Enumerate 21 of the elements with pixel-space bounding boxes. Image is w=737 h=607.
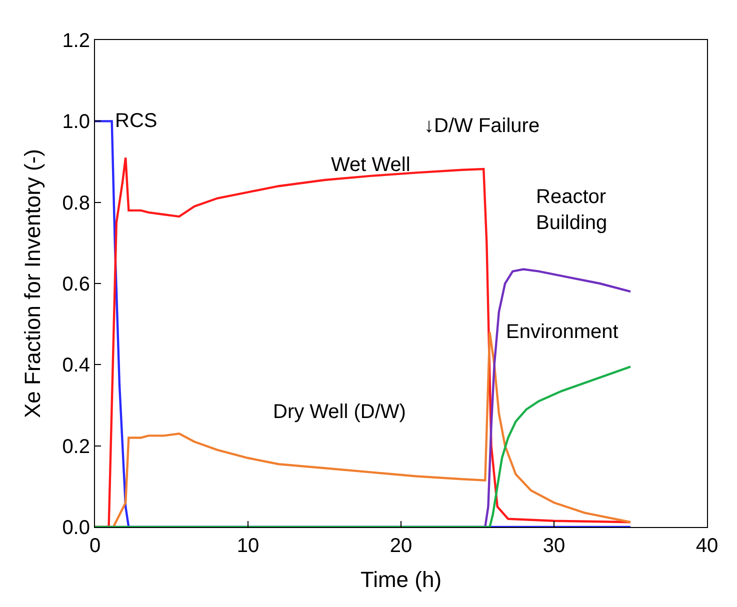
x-tick-label: 30 — [542, 535, 566, 557]
x-tick-label: 20 — [390, 535, 412, 557]
annotation: Environment — [506, 321, 619, 343]
annotation: RCS — [115, 110, 158, 132]
x-tick-label: 10 — [236, 535, 260, 557]
x-tick-label: 40 — [696, 535, 718, 557]
y-tick-label: 0.4 — [62, 354, 90, 377]
x-tick-label: 0 — [89, 535, 101, 557]
annotation: ↓D/W Failure — [424, 115, 540, 137]
annotation: Wet Well — [331, 154, 410, 176]
annotation: Dry Well (D/W) — [273, 401, 406, 423]
y-tick-label: 1.2 — [62, 30, 90, 52]
x-axis-title: Time (h) — [360, 566, 442, 592]
y-tick-label: 0.6 — [62, 274, 90, 296]
y-tick-label: 0.8 — [62, 192, 90, 214]
y-tick-label: 0.2 — [62, 436, 90, 458]
y-axis-title: Xe Fraction for Inventory (-) — [20, 149, 45, 418]
y-tick-label: 0.0 — [62, 517, 90, 539]
line-series — [95, 366, 632, 527]
y-tick-label: 1.0 — [62, 111, 90, 134]
annotation: Reactor Building — [536, 186, 608, 234]
